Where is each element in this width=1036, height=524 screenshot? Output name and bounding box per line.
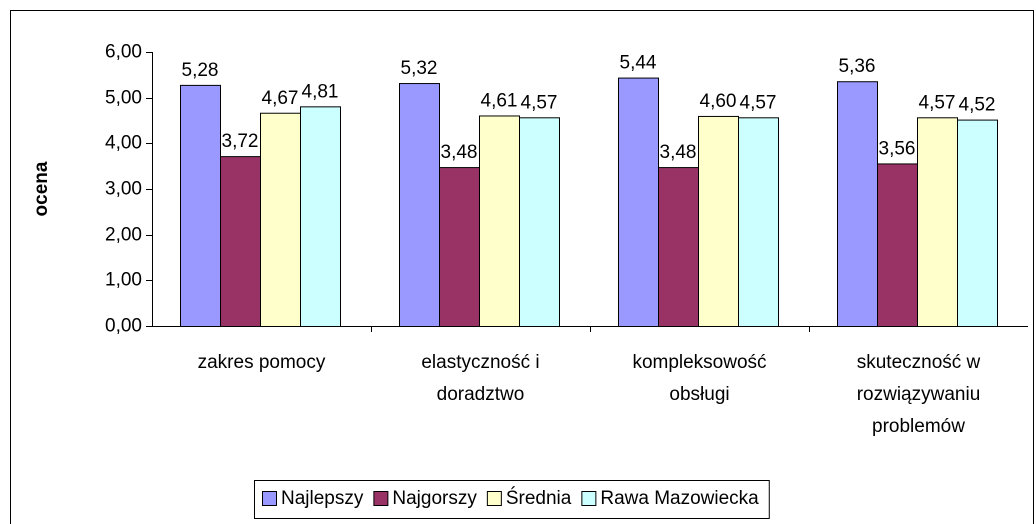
y-tick-label: 1,00 (105, 270, 142, 291)
x-tick-label: elastyczność i doradztwo (421, 352, 540, 405)
legend-label: Średnia (506, 487, 572, 509)
value-label: 4,57 (740, 92, 777, 113)
value-label: 3,56 (879, 138, 916, 159)
x-tick-label: zakres pomocy (197, 352, 326, 373)
bar (260, 112, 301, 327)
value-label: 5,36 (839, 56, 876, 77)
value-label: 5,28 (182, 60, 219, 81)
value-label: 5,32 (401, 58, 438, 79)
bar (300, 106, 341, 327)
value-label: 4,61 (481, 90, 518, 111)
bar (917, 117, 958, 328)
bar (877, 163, 918, 327)
bar (519, 117, 560, 328)
bar (738, 117, 779, 328)
value-label: 3,72 (222, 131, 259, 152)
value-label: 3,48 (441, 142, 478, 163)
bar (220, 156, 261, 327)
legend-swatch (373, 491, 389, 506)
legend-label: Najgorszy (392, 488, 477, 509)
legend-label: Rawa Mazowiecka (600, 488, 759, 509)
legend-swatch (262, 491, 277, 506)
legend-swatch (486, 491, 502, 506)
y-tick-label: 2,00 (105, 225, 142, 246)
y-axis-label: ocena (31, 161, 52, 216)
value-label: 4,81 (302, 81, 339, 102)
x-tick-label: kompleksowość obsługi (632, 352, 767, 405)
bar (837, 81, 878, 327)
y-tick-label: 6,00 (105, 42, 142, 63)
value-label: 4,67 (262, 88, 299, 109)
legend-box (254, 480, 770, 519)
value-label: 4,52 (959, 95, 996, 116)
value-label: 3,48 (660, 142, 697, 163)
y-tick-label: 5,00 (105, 88, 142, 109)
bar (658, 167, 699, 327)
bar (399, 83, 440, 328)
value-label: 4,60 (700, 91, 737, 112)
bar (479, 115, 520, 327)
legend-swatch (581, 491, 597, 506)
legend-label: Najlepszy (281, 488, 364, 509)
x-tick-label: skuteczność w rozwiązywaniu problemów (856, 352, 981, 437)
value-label: 4,57 (521, 92, 558, 113)
bar (439, 167, 480, 327)
bar (957, 119, 998, 327)
y-tick-label: 0,00 (105, 316, 142, 337)
y-tick-label: 4,00 (105, 133, 142, 154)
bar (698, 115, 739, 327)
value-label: 5,44 (620, 53, 657, 74)
value-label: 4,57 (919, 92, 956, 113)
bar (180, 84, 221, 327)
y-tick-label: 3,00 (105, 179, 142, 200)
bar (618, 77, 659, 327)
